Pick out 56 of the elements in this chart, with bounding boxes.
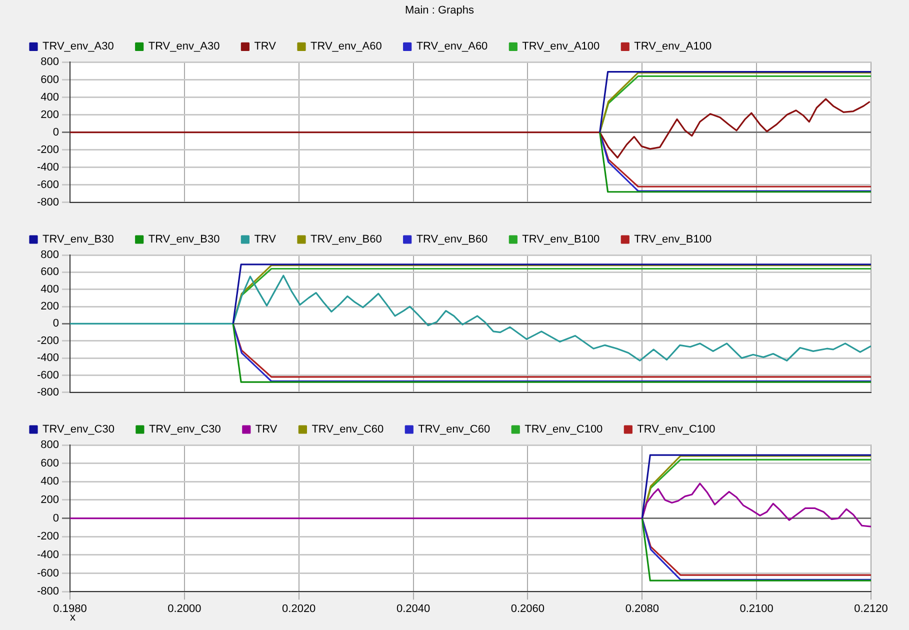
legend-label: TRV_env_A100 <box>634 40 712 53</box>
y-tick-label: -600 <box>36 369 59 382</box>
y-tick-label: -200 <box>36 530 59 543</box>
legend-label: TRV <box>255 424 278 436</box>
x-tick-label: 0.2000 <box>168 603 202 616</box>
y-tick-label: 0 <box>52 318 59 330</box>
y-tick-label: 600 <box>40 457 59 470</box>
y-tick-label: -400 <box>36 161 59 174</box>
legend-label: TRV_env_B60 <box>416 234 488 246</box>
y-tick-label: -200 <box>36 144 59 156</box>
y-tick-label: 800 <box>40 439 59 452</box>
y-tick-label: -400 <box>36 548 59 561</box>
legend-label: TRV_env_A60 <box>310 40 382 53</box>
y-tick-label: 400 <box>40 283 59 296</box>
y-tick-label: -600 <box>36 567 59 580</box>
y-tick-label: 200 <box>40 494 59 506</box>
y-tick-label: -800 <box>36 196 59 208</box>
y-tick-label: 600 <box>40 266 59 278</box>
legend-label: TRV_env_B100 <box>634 234 712 246</box>
legend-label: TRV_env_C60 <box>418 424 490 436</box>
y-tick-label: 0 <box>52 512 59 524</box>
y-tick-label: 600 <box>40 74 59 86</box>
y-tick-label: -800 <box>36 586 59 598</box>
legend-label: TRV_env_A100 <box>522 40 600 53</box>
legend-label: TRV_env_A60 <box>416 40 488 53</box>
y-tick-label: 400 <box>40 91 59 104</box>
x-tick-label: 0.2120 <box>854 603 888 616</box>
x-tick-label: 0.2040 <box>396 603 430 616</box>
legend-label: TRV_env_B100 <box>522 234 600 246</box>
legend-label: TRV_env_B60 <box>310 234 382 246</box>
y-tick-label: 800 <box>40 56 59 68</box>
legend-label: TRV_env_C30 <box>42 424 114 436</box>
y-tick-label: 400 <box>40 476 59 488</box>
y-tick-label: -800 <box>36 386 59 398</box>
legend-label: TRV_env_A30 <box>148 40 220 53</box>
y-tick-label: 200 <box>40 300 59 313</box>
legend-label: TRV_env_B30 <box>42 234 114 246</box>
legend-label: TRV_env_C100 <box>637 424 716 436</box>
y-tick-label: 800 <box>40 249 59 262</box>
x-tick-label: 0.2100 <box>740 603 774 616</box>
legend-label: TRV_env_C100 <box>524 424 603 436</box>
x-tick-label: 0.2060 <box>510 603 545 616</box>
chart-title: Main : Graphs <box>404 4 475 17</box>
legend-label: TRV_env_A30 <box>42 40 114 53</box>
legend-label: TRV <box>254 40 277 53</box>
y-tick-label: -200 <box>36 334 59 347</box>
y-tick-label: -400 <box>36 352 59 364</box>
y-tick-label: 0 <box>52 126 59 138</box>
y-tick-label: -600 <box>36 178 59 191</box>
legend-label: TRV_env_C60 <box>312 424 384 436</box>
legend-label: TRV_env_B30 <box>148 234 220 246</box>
legend-label: TRV_env_C30 <box>148 424 221 436</box>
x-tick-label: 0.2080 <box>625 603 659 616</box>
y-tick-label: 200 <box>40 108 59 121</box>
legend-label: TRV <box>254 234 277 246</box>
x-tick-label: 0.2020 <box>282 603 316 616</box>
